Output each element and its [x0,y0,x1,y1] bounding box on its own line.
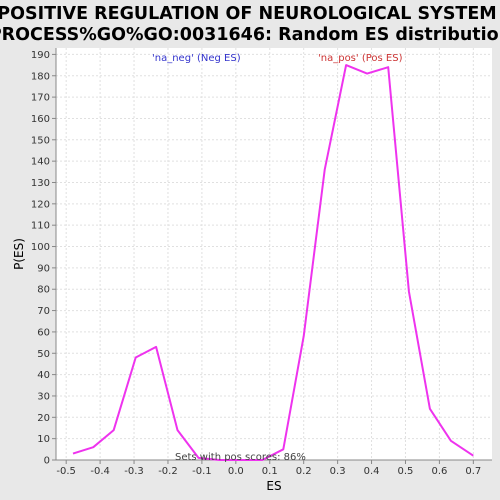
y-tick-label: 170 [31,93,50,104]
y-tick-label: 40 [37,370,50,381]
y-tick-label: 60 [37,327,50,338]
y-tick-label: 0 [44,456,50,467]
x-tick-label: 0.5 [398,466,414,477]
x-tick-label: 0.7 [465,466,481,477]
y-ticks: 0 10 20 30 40 50 60 70 80 90 100 110 120 130 140 150 160… [31,50,56,467]
y-tick-label: 160 [31,114,50,125]
y-tick-label: 180 [31,71,50,82]
grid [56,48,492,461]
y-tick-label: 30 [37,391,50,402]
y-tick-label: 150 [31,135,50,146]
chart-title-line-2: PROCESS%GO%GO:0031646: Random ES distrib… [0,25,500,45]
x-tick-label: -0.3 [124,466,144,477]
x-axis-label: ES [266,479,281,493]
y-tick-label: 70 [37,306,50,317]
chart-title-line-1: POSITIVE REGULATION OF NEUROLOGICAL SYST… [0,4,497,24]
pos-scores-annotation: Sets with pos scores: 86% [175,452,306,463]
legend-pos: 'na_pos' (Pos ES) [318,53,403,64]
y-tick-label: 100 [31,242,50,253]
plot-area [56,48,492,460]
x-tick-label: -0.5 [56,466,76,477]
x-tick-label: 0.2 [296,466,312,477]
y-tick-label: 110 [31,221,50,232]
x-tick-label: 0.3 [330,466,346,477]
x-tick-label: -0.2 [158,466,178,477]
y-tick-label: 80 [37,285,50,296]
y-tick-label: 120 [31,199,50,210]
x-tick-label: 0.4 [364,466,380,477]
x-tick-label: 0.1 [262,466,278,477]
y-axis-label: P(ES) [12,238,26,270]
y-tick-label: 10 [37,434,50,445]
y-tick-label: 130 [31,178,50,189]
y-tick-label: 140 [31,157,50,168]
x-ticks: -0.5 -0.4 -0.3 -0.2 -0.1 0.0 0.1 0.2 0.3 0.4 0.5 0.… [56,460,481,477]
axes [55,48,492,461]
y-tick-label: 190 [31,50,50,61]
y-tick-label: 90 [37,263,50,274]
y-tick-label: 20 [37,413,50,424]
legend-neg: 'na_neg' (Neg ES) [152,53,241,64]
y-tick-label: 50 [37,349,50,360]
series-layer [72,64,474,461]
x-tick-label: -0.4 [90,466,110,477]
es-distribution-line [72,64,474,461]
x-tick-label: 0.6 [431,466,447,477]
x-tick-label: -0.1 [192,466,212,477]
x-tick-label: 0.0 [228,466,244,477]
